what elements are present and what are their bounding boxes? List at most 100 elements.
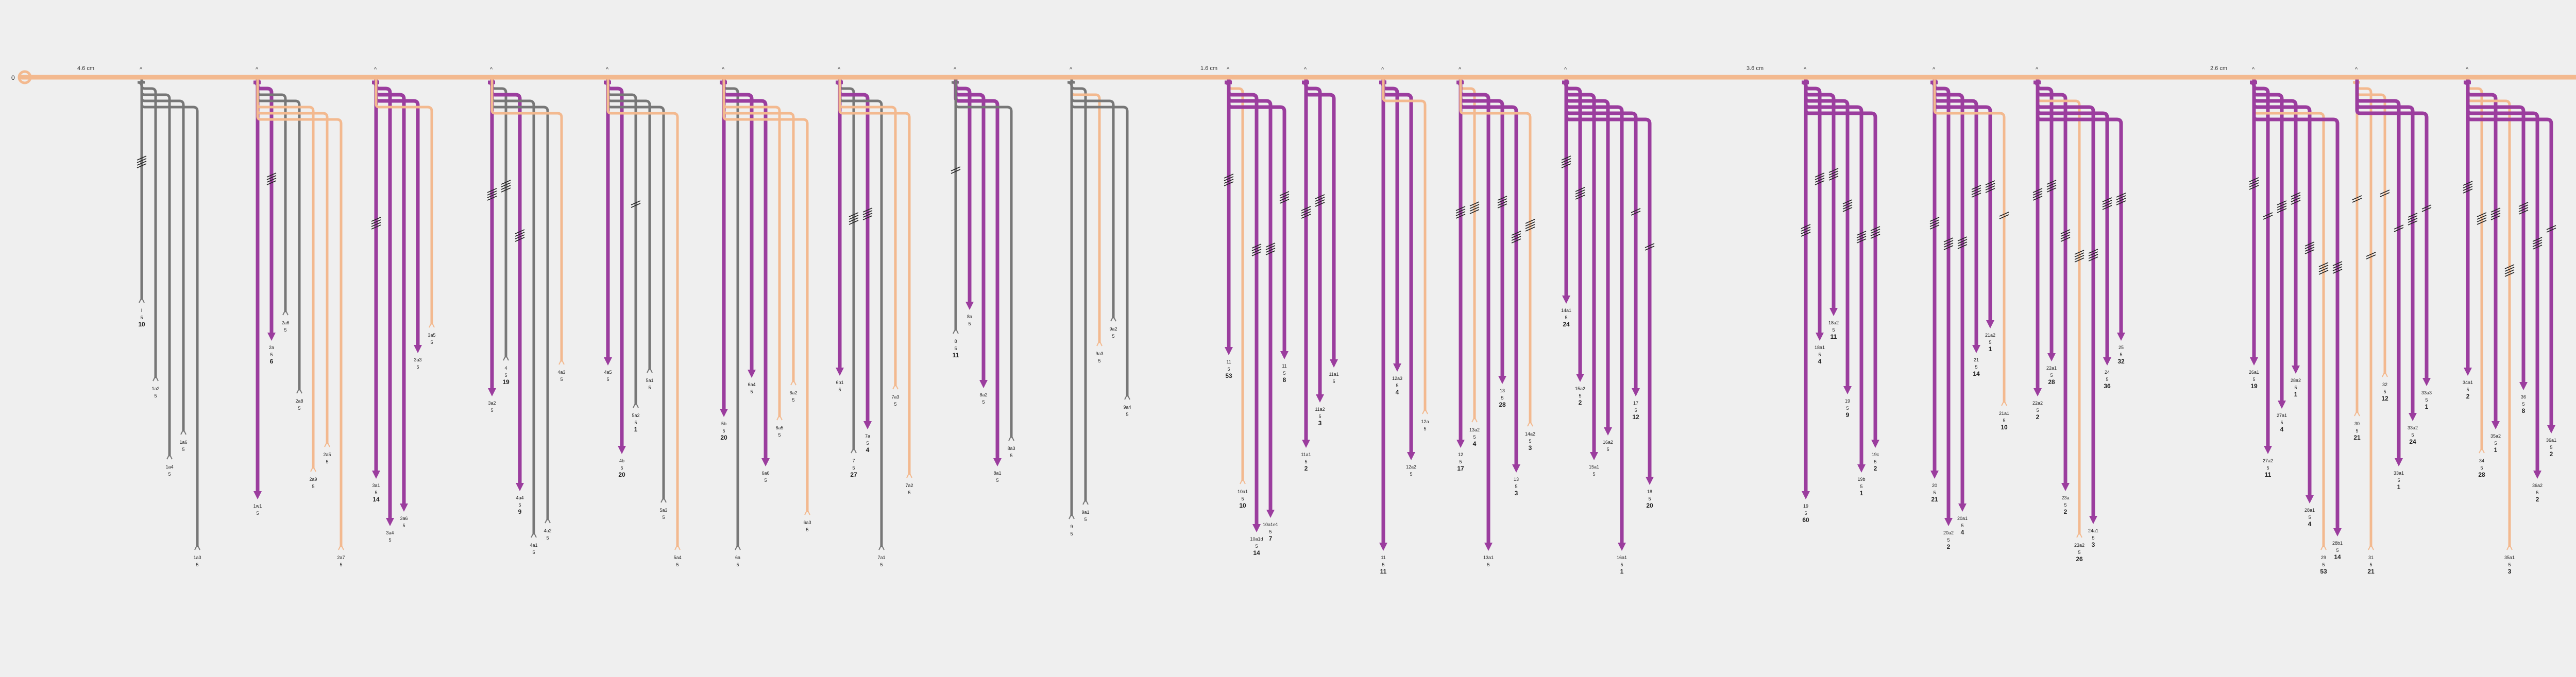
branch: 4a3 5 [490, 76, 566, 382]
branch-label: 5 [1565, 315, 1567, 320]
tick-mark [1575, 187, 1585, 192]
flower-icon [618, 446, 626, 454]
scale-label: 4.6 cm [77, 65, 94, 72]
branch-label: 23a [2061, 495, 2069, 500]
tick-mark [2490, 207, 2501, 213]
tick-mark [2532, 242, 2543, 247]
branch-stem [1564, 75, 1652, 482]
tick-mark [1929, 217, 1940, 222]
tick-mark [2060, 237, 2071, 242]
flower-icon [2117, 333, 2125, 341]
branch-label: 8a3 [1007, 446, 1015, 451]
branch-label: 5 [968, 321, 971, 326]
axis-node-mark: ^ [2466, 66, 2469, 73]
branch-label: 5 [792, 397, 794, 403]
scale-label: 2.6 cm [2210, 65, 2227, 72]
branch-label: 5 [196, 562, 198, 567]
bud-icon [647, 366, 653, 373]
tick-mark [2463, 186, 2473, 191]
axis-node-mark: ^ [374, 66, 377, 73]
branch-label: 5 [736, 562, 739, 567]
branch-group: ^26a151927a251127a15428a25128a1542955328… [2249, 66, 2343, 575]
tick-mark [1575, 195, 1585, 200]
branch-label: 11a2 [1315, 407, 1325, 412]
tick-mark [487, 190, 497, 196]
branch-label: 5 [298, 406, 300, 411]
flower-icon [1986, 320, 1994, 328]
branch-label: I [141, 308, 143, 313]
branch-label: 5 [662, 515, 665, 520]
branch-label: 5 [532, 550, 535, 555]
branch-label: 20 [618, 471, 625, 478]
flower-icon [1484, 543, 1493, 551]
branch-label: 5 [1648, 496, 1651, 501]
branch-label: 5 [2078, 550, 2080, 555]
flower-icon [1958, 504, 1967, 512]
branch-label: 5 [648, 385, 651, 390]
branch-label: 5 [2308, 515, 2311, 520]
branch-label: 5 [1318, 414, 1321, 419]
bud-icon [2354, 409, 2360, 416]
tick-mark [2421, 207, 2432, 212]
tick-mark [2291, 197, 2301, 202]
tick-mark [951, 166, 961, 171]
flower-icon [1972, 345, 1980, 353]
branch-label: 32 [2382, 382, 2387, 387]
branch-label: 5 [312, 484, 314, 489]
flower-icon [386, 518, 394, 526]
flower-icon [1407, 452, 1415, 460]
branch-label: 1 [2397, 483, 2401, 491]
branch-label: 5 [2383, 389, 2386, 394]
branch-label: 2a9 [309, 477, 317, 482]
branch-label: 10a1d [1250, 536, 1263, 542]
branch-label: 53 [1225, 372, 1232, 379]
branch-label: 4 [1818, 358, 1822, 365]
tick-mark [1870, 229, 1880, 234]
tick-mark [2088, 256, 2098, 262]
flower-icon [2033, 388, 2042, 396]
flower-icon [1618, 543, 1626, 551]
tick-mark [501, 185, 511, 190]
tick-mark [1971, 190, 1981, 195]
tick-mark [2102, 200, 2112, 205]
tick-mark [1561, 163, 1571, 168]
branch-label: 8a2 [979, 392, 987, 397]
tick-mark [2408, 213, 2418, 218]
tick-mark [2046, 182, 2057, 187]
flower-icon [2395, 458, 2403, 466]
branch-label: 7a2 [905, 483, 913, 488]
branch-stem [2466, 75, 2553, 430]
tick-mark [2102, 197, 2112, 202]
tick-mark [2490, 215, 2501, 220]
branch-label: 11 [1380, 568, 1387, 575]
branch-label: 1 [2494, 446, 2498, 454]
tick-mark [501, 180, 511, 185]
axis-node-mark: ^ [2252, 66, 2255, 73]
tick-mark [2304, 241, 2315, 247]
flower-icon [720, 409, 728, 417]
branch-label: 7 [852, 458, 855, 463]
tick-mark [2304, 244, 2315, 249]
tick-mark [2477, 212, 2487, 217]
branch-label: 4 [1961, 529, 1964, 536]
branch-label: 21 [1974, 357, 1979, 362]
bud-icon [1008, 434, 1014, 441]
branch-label: 4 [504, 366, 507, 371]
branch-label: 5 [1501, 395, 1503, 401]
flower-icon [1930, 471, 1939, 479]
branch-label: 5 [1396, 383, 1398, 388]
branch-label: 5 [1304, 459, 1307, 464]
tick-mark [2352, 195, 2362, 200]
branch-label: 8 [2522, 407, 2526, 414]
branch-label: 9 [518, 508, 522, 515]
branch: 5a4 5 [606, 76, 682, 567]
bud-icon [906, 471, 912, 478]
branch-label: 5 [2064, 502, 2066, 508]
branch-label: 5 [1255, 544, 1258, 549]
tick-mark [2249, 182, 2259, 187]
